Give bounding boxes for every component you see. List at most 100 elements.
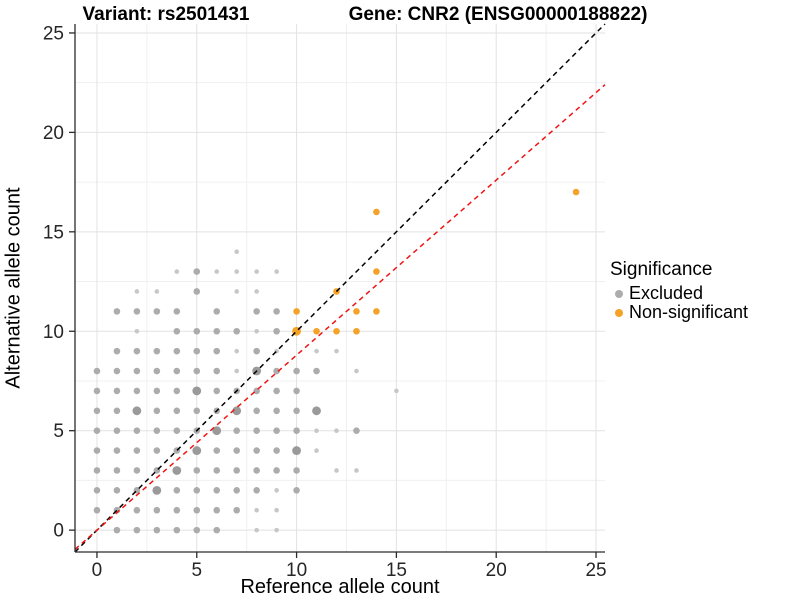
data-point-excluded	[173, 407, 181, 415]
data-point-excluded	[273, 427, 280, 434]
data-point-excluded	[192, 446, 202, 455]
data-point-excluded	[153, 407, 161, 415]
data-point-excluded	[153, 387, 161, 395]
data-point-excluded	[334, 428, 339, 433]
data-point-excluded	[193, 288, 201, 295]
data-point-excluded	[273, 467, 280, 474]
data-point-excluded	[173, 427, 181, 434]
y-tick-label: 20	[43, 123, 64, 144]
x-tick-label: 20	[486, 560, 507, 581]
legend-item-excluded: Excluded	[610, 283, 748, 303]
data-point-excluded	[213, 506, 221, 514]
x-tick-label: 25	[585, 560, 606, 581]
data-point-excluded	[213, 447, 221, 454]
data-point-excluded	[193, 487, 201, 494]
data-point-excluded	[254, 328, 259, 334]
data-point-excluded	[213, 387, 221, 395]
data-point-excluded	[292, 446, 301, 455]
data-point-excluded	[173, 347, 181, 355]
data-point-non-significant	[373, 308, 380, 315]
data-point-excluded	[153, 427, 161, 434]
data-point-excluded	[213, 327, 221, 335]
data-point-excluded	[273, 308, 280, 315]
data-point-excluded	[274, 269, 279, 274]
data-point-non-significant	[353, 308, 360, 315]
data-point-excluded	[93, 506, 101, 514]
y-tick-label: 15	[43, 222, 64, 243]
data-point-excluded	[234, 249, 239, 255]
data-point-excluded	[133, 308, 141, 315]
data-point-excluded	[133, 447, 141, 454]
y-tick-label: 25	[43, 23, 64, 44]
data-point-non-significant	[373, 208, 380, 216]
data-point-excluded	[193, 367, 201, 375]
data-point-excluded	[113, 387, 121, 395]
data-point-excluded	[173, 327, 181, 335]
data-point-excluded	[253, 347, 260, 355]
data-point-excluded	[93, 387, 101, 395]
data-point-excluded	[133, 506, 141, 514]
x-tick-label: 5	[191, 560, 202, 581]
data-point-excluded	[233, 506, 240, 514]
data-point-excluded	[192, 386, 202, 396]
x-tick-label: 10	[286, 560, 307, 581]
data-point-excluded	[334, 348, 339, 354]
data-point-excluded	[213, 308, 221, 315]
data-point-excluded	[273, 387, 280, 395]
data-point-excluded	[234, 289, 239, 294]
data-point-excluded	[253, 308, 260, 315]
data-point-excluded	[93, 487, 101, 494]
data-point-excluded	[234, 368, 239, 374]
data-point-excluded	[314, 448, 319, 453]
data-point-excluded	[233, 487, 240, 494]
data-point-excluded	[212, 426, 222, 436]
data-point-excluded	[173, 367, 181, 375]
data-point-non-significant	[572, 188, 580, 196]
data-point-excluded	[213, 467, 221, 474]
data-point-excluded	[233, 467, 240, 474]
data-point-excluded	[213, 347, 221, 355]
data-point-excluded	[113, 487, 121, 494]
data-point-excluded	[253, 467, 260, 474]
legend-title: Significance	[610, 259, 713, 280]
data-point-excluded	[313, 367, 320, 375]
variant-title: Variant: rs2501431	[82, 4, 250, 25]
data-point-excluded	[173, 526, 181, 534]
data-point-excluded	[254, 527, 259, 533]
data-point-excluded	[293, 487, 300, 494]
data-point-excluded	[153, 526, 161, 534]
data-point-excluded	[354, 468, 359, 473]
data-point-excluded	[153, 506, 161, 514]
data-point-excluded	[174, 269, 180, 274]
data-point-excluded	[234, 269, 239, 274]
data-point-excluded	[274, 507, 279, 513]
data-point-excluded	[233, 427, 240, 434]
data-point-excluded	[113, 347, 121, 355]
data-point-excluded	[213, 526, 221, 534]
data-point-excluded	[193, 327, 201, 335]
data-point-excluded	[133, 387, 141, 395]
data-point-excluded	[214, 269, 220, 274]
data-point-excluded	[193, 506, 201, 514]
data-point-excluded	[213, 367, 221, 375]
data-point-excluded	[133, 347, 141, 355]
data-point-excluded	[93, 447, 101, 454]
data-point-excluded	[293, 367, 300, 375]
identity-line	[74, 23, 606, 553]
data-point-excluded	[254, 289, 259, 294]
data-point-excluded	[113, 367, 121, 375]
data-point-excluded	[113, 526, 121, 534]
non-significant-dot-icon	[615, 308, 623, 317]
data-point-non-significant	[313, 327, 320, 335]
data-point-excluded	[233, 327, 240, 335]
data-point-excluded	[273, 447, 280, 454]
data-point-excluded	[193, 467, 201, 474]
data-point-excluded	[93, 367, 101, 375]
data-point-excluded	[273, 327, 280, 335]
data-point-excluded	[253, 407, 260, 415]
legend-item-label: Excluded	[629, 283, 704, 303]
data-point-excluded	[232, 406, 242, 416]
data-point-excluded	[134, 328, 140, 334]
